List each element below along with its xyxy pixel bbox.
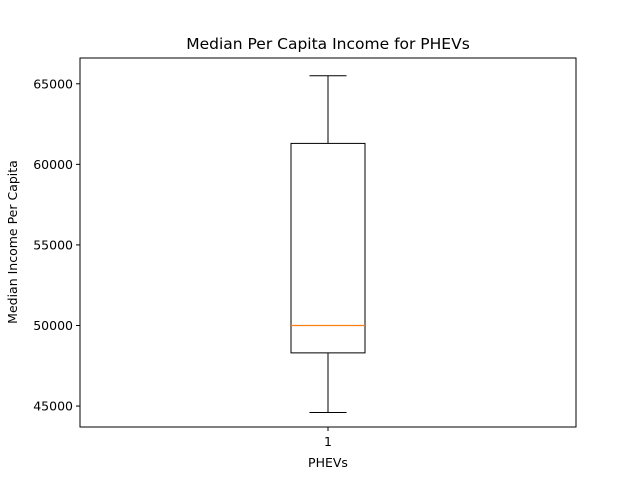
box-series xyxy=(290,75,366,413)
x-tick-label: 1 xyxy=(324,434,332,449)
chart-title: Median Per Capita Income for PHEVs xyxy=(186,35,470,53)
y-tick-label: 55000 xyxy=(33,237,73,252)
x-axis-label: PHEVs xyxy=(308,455,348,470)
x-axis-ticks: 1 xyxy=(324,427,332,449)
y-axis-label: Median Income Per Capita xyxy=(5,160,20,324)
interquartile-box xyxy=(290,142,366,354)
y-tick-label: 50000 xyxy=(33,318,73,333)
y-tick-label: 45000 xyxy=(33,399,73,414)
y-axis-ticks: 45000 50000 55000 60000 65000 xyxy=(33,76,80,414)
plot-area-frame xyxy=(79,57,577,428)
y-tick-label: 65000 xyxy=(33,76,73,91)
y-tick-label: 60000 xyxy=(33,157,73,172)
